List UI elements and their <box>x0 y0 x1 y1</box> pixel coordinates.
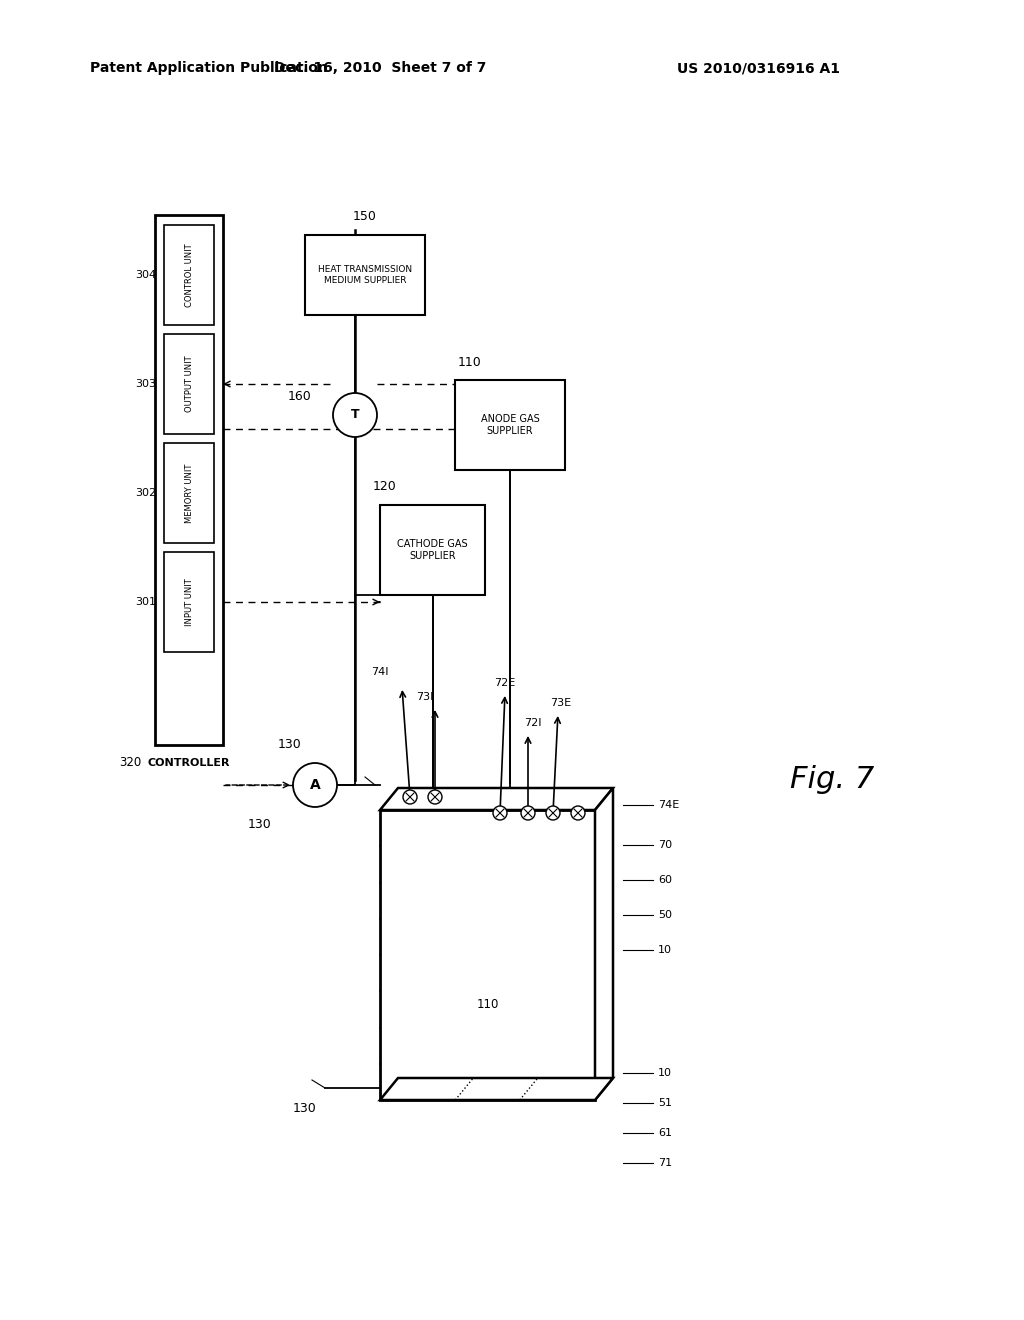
Polygon shape <box>380 788 613 810</box>
Text: Patent Application Publication: Patent Application Publication <box>90 61 328 75</box>
Circle shape <box>293 763 337 807</box>
Text: 110: 110 <box>458 355 482 368</box>
Text: 71: 71 <box>658 1158 672 1168</box>
Text: 303: 303 <box>135 379 157 389</box>
Bar <box>164 552 214 652</box>
Bar <box>155 215 223 744</box>
Bar <box>164 444 214 543</box>
Text: 70: 70 <box>658 840 672 850</box>
Bar <box>164 224 214 325</box>
Bar <box>380 810 595 1100</box>
Text: A: A <box>309 777 321 792</box>
Text: 61: 61 <box>658 1129 672 1138</box>
Text: 130: 130 <box>248 818 272 832</box>
Text: 10: 10 <box>658 945 672 954</box>
Bar <box>380 506 485 595</box>
Text: 130: 130 <box>279 738 302 751</box>
Circle shape <box>546 807 560 820</box>
Text: 72I: 72I <box>524 718 542 729</box>
Text: OUTPUT UNIT: OUTPUT UNIT <box>184 355 194 412</box>
Text: Fig. 7: Fig. 7 <box>790 766 874 795</box>
Text: 120: 120 <box>373 480 397 494</box>
Text: T: T <box>350 408 359 421</box>
Text: 304: 304 <box>135 271 157 280</box>
Text: US 2010/0316916 A1: US 2010/0316916 A1 <box>677 61 840 75</box>
Circle shape <box>521 807 535 820</box>
Text: 73I: 73I <box>417 692 434 702</box>
Text: 74E: 74E <box>658 800 679 810</box>
Text: MEMORY UNIT: MEMORY UNIT <box>184 463 194 523</box>
Text: 150: 150 <box>353 210 377 223</box>
Text: CATHODE GAS
SUPPLIER: CATHODE GAS SUPPLIER <box>397 539 468 561</box>
Text: 74I: 74I <box>372 667 389 677</box>
Text: 130: 130 <box>293 1101 316 1114</box>
Text: ANODE GAS
SUPPLIER: ANODE GAS SUPPLIER <box>480 414 540 436</box>
Text: 10: 10 <box>658 1068 672 1078</box>
Text: 302: 302 <box>135 488 157 498</box>
Text: 50: 50 <box>658 909 672 920</box>
Polygon shape <box>595 788 613 1100</box>
Circle shape <box>333 393 377 437</box>
Text: 73E: 73E <box>551 698 571 708</box>
Text: INPUT UNIT: INPUT UNIT <box>184 578 194 626</box>
Text: Dec. 16, 2010  Sheet 7 of 7: Dec. 16, 2010 Sheet 7 of 7 <box>273 61 486 75</box>
Text: CONTROL UNIT: CONTROL UNIT <box>184 243 194 306</box>
Text: 110: 110 <box>476 998 499 1011</box>
Text: CONTROLLER: CONTROLLER <box>147 758 230 768</box>
Text: HEAT TRANSMISSION
MEDIUM SUPPLIER: HEAT TRANSMISSION MEDIUM SUPPLIER <box>317 265 412 285</box>
Circle shape <box>428 789 442 804</box>
Text: 160: 160 <box>288 391 312 404</box>
Bar <box>164 334 214 434</box>
Bar <box>455 380 565 470</box>
Text: 72E: 72E <box>495 678 516 688</box>
Text: 301: 301 <box>135 597 157 607</box>
Circle shape <box>403 789 417 804</box>
Text: 51: 51 <box>658 1098 672 1107</box>
Polygon shape <box>380 1078 613 1100</box>
Circle shape <box>493 807 507 820</box>
Text: 60: 60 <box>658 875 672 884</box>
Bar <box>305 235 425 315</box>
Circle shape <box>571 807 585 820</box>
Text: 320: 320 <box>119 756 141 770</box>
